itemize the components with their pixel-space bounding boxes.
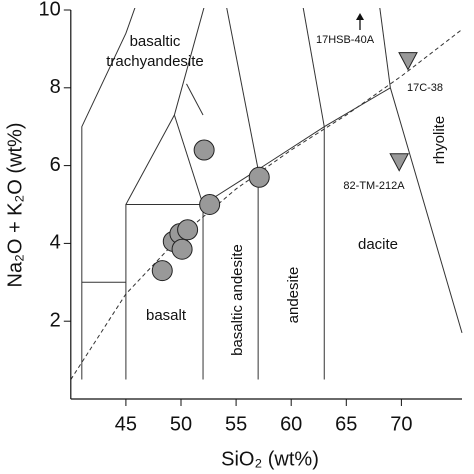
y-tick-label: 10 [39, 0, 61, 20]
x-tick-label: 55 [225, 413, 247, 435]
triangle-point [398, 52, 418, 71]
field-boundary [302, 8, 325, 127]
y-axis-label: Na₂O + K₂O (wt%) [4, 123, 26, 288]
field-boundary [379, 8, 391, 88]
field-boundary [81, 8, 136, 380]
y-tick-label: 8 [50, 76, 61, 98]
x-tick-label: 70 [390, 413, 412, 435]
field-label: dacite [358, 236, 398, 253]
sample-label: 17HSB-40A [316, 34, 375, 46]
circle-point [177, 219, 199, 241]
field-boundary [173, 114, 204, 205]
field-label: trachyandesite [106, 53, 204, 70]
circle-point [151, 260, 173, 282]
circle-point [193, 139, 215, 161]
field-label: andesite [285, 267, 302, 324]
sample-label: 82-TM-212A [343, 180, 405, 192]
circle-point [248, 166, 270, 188]
y-tick-label: 6 [50, 154, 61, 176]
field-boundary [389, 87, 463, 334]
x-tick-label: 50 [170, 413, 192, 435]
field-label: basalt [146, 307, 187, 324]
circle-point [171, 238, 193, 260]
field-label: rhyolite [431, 116, 448, 164]
field-boundary [125, 8, 205, 205]
x-tick-label: 65 [335, 413, 357, 435]
offscale-arrowhead [356, 13, 364, 20]
circle-point [199, 194, 221, 215]
y-tick-label: 2 [50, 309, 61, 331]
data-marks [151, 52, 418, 282]
field-boundary [186, 83, 204, 116]
x-tick-label: 60 [280, 413, 302, 435]
field-label: basaltic [130, 33, 181, 50]
triangle-point [389, 153, 410, 172]
y-tick-label: 4 [50, 232, 61, 254]
x-axis-label: SiO₂ (wt%) [221, 448, 319, 470]
field-boundary [226, 8, 259, 170]
field-label: basaltic andesite [229, 244, 246, 356]
x-tick-label: 45 [115, 413, 137, 435]
sample-label: 17C-38 [407, 82, 443, 94]
